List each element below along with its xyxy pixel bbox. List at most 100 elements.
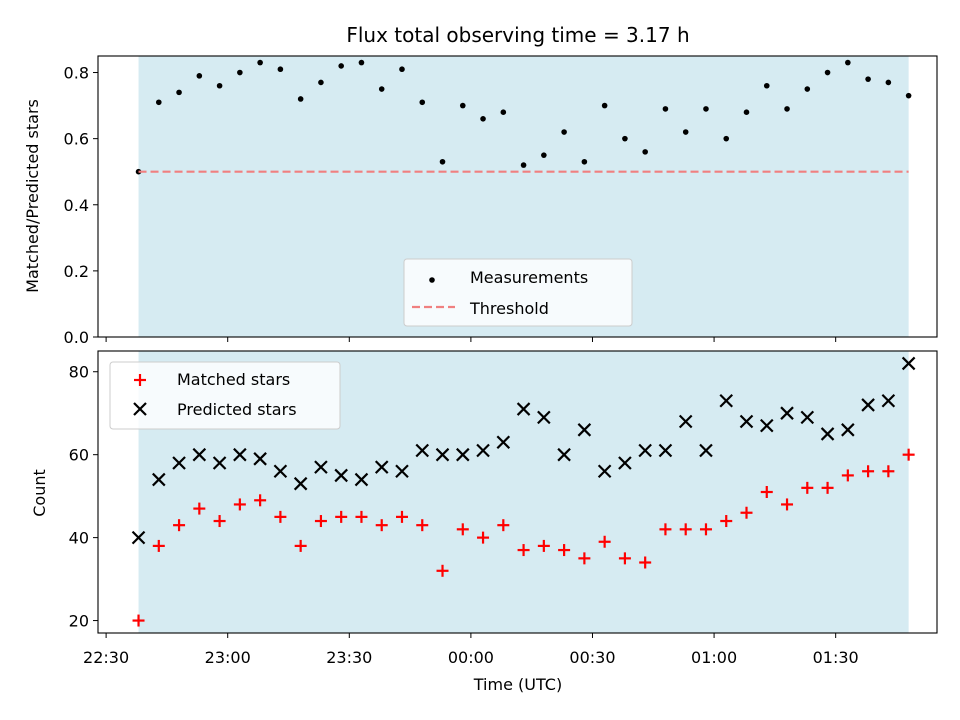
top-legend: Measurements Threshold <box>403 258 633 327</box>
predicted-stars-point <box>901 356 916 371</box>
matched-stars-point <box>841 469 854 482</box>
measurement-point <box>601 102 608 109</box>
predicted-stars-point <box>273 464 288 479</box>
measurement-point <box>662 106 669 112</box>
legend-label-matched: Matched stars <box>177 370 290 389</box>
measurement-point <box>743 109 750 115</box>
y-tick-label-1: 40 <box>69 529 89 548</box>
measurement-point <box>723 135 730 142</box>
matched-stars-point <box>639 556 652 569</box>
predicted-stars-point <box>537 410 551 425</box>
measurement-point <box>480 116 486 122</box>
predicted-stars-point <box>172 456 186 470</box>
matched-stars-point <box>699 523 712 536</box>
axes-frame-1 <box>97 350 938 634</box>
x-tick-label: 00:00 <box>448 648 494 667</box>
measurement-point <box>885 79 892 86</box>
measurement-point <box>459 102 466 109</box>
top-plot-area: 0.0 0.2 0.4 0.6 0.8 <box>64 55 938 347</box>
measurement-point <box>865 76 871 82</box>
measurement-point <box>845 59 851 66</box>
y-tick-label-1: 60 <box>69 446 89 465</box>
matched-stars-point <box>679 523 692 536</box>
top-legend-box <box>403 258 633 327</box>
matched-stars-point <box>517 544 530 557</box>
legend-label-threshold: Threshold <box>469 299 549 318</box>
matched-stars-point <box>659 523 672 536</box>
legend-marker-matched <box>134 374 146 386</box>
x-tick-label: 23:00 <box>205 648 251 667</box>
matched-stars-point <box>801 481 814 494</box>
legend-marker-predicted <box>133 402 147 416</box>
measurement-point <box>581 158 588 165</box>
predicted-stars-point <box>354 472 369 487</box>
measurement-point <box>216 82 223 89</box>
predicted-stars-point <box>374 460 389 474</box>
predicted-stars-point <box>800 410 815 425</box>
predicted-stars-point <box>496 435 511 450</box>
predicted-stars-point <box>699 443 713 458</box>
predicted-stars-point <box>233 447 247 462</box>
measurement-point <box>338 63 344 69</box>
x-tick-label: 22:30 <box>83 648 129 667</box>
predicted-stars-point <box>415 443 430 458</box>
predicted-stars-point <box>212 456 227 470</box>
predicted-stars-point <box>476 443 490 458</box>
matched-stars-point <box>477 531 490 544</box>
matched-stars-point <box>314 515 327 528</box>
measurement-point <box>196 73 203 79</box>
y-tick-label-0: 0.4 <box>64 196 89 215</box>
predicted-stars-point <box>719 393 734 408</box>
matched-stars-point <box>558 544 571 557</box>
measurement-point <box>682 129 689 135</box>
y-tick-label-0: 0.6 <box>64 130 89 149</box>
measurement-point <box>297 96 304 102</box>
predicted-stars-point <box>658 443 673 458</box>
measurement-point <box>703 106 709 112</box>
matched-stars-point <box>618 552 631 565</box>
matched-stars-point <box>760 486 773 498</box>
predicted-stars-point <box>192 447 207 462</box>
matched-stars-point <box>598 535 611 548</box>
predicted-stars-point <box>780 406 794 420</box>
measurement-point <box>642 149 648 155</box>
y-tick-label-0: 0.2 <box>64 262 89 281</box>
predicted-stars-point <box>456 447 470 462</box>
matched-stars-point <box>537 539 550 552</box>
measurement-point <box>784 106 790 112</box>
predicted-stars-point <box>334 468 348 483</box>
measurement-point <box>237 69 243 76</box>
predicted-stars-point <box>759 418 774 433</box>
matched-stars-point <box>213 515 226 528</box>
top-panel: 0.0 0.2 0.4 0.6 0.8 Measurements Threshold M… <box>23 55 938 347</box>
measurement-point <box>905 92 912 99</box>
x-tick-label: 01:00 <box>691 648 737 667</box>
y-tick-label-1: 80 <box>69 363 89 382</box>
measurement-point <box>257 59 263 66</box>
predicted-stars-point <box>861 398 875 412</box>
predicted-stars-point <box>395 464 409 479</box>
x-tick-label: 23:30 <box>326 648 372 667</box>
matched-stars-point <box>902 448 915 461</box>
matched-stars-point <box>416 519 429 532</box>
bottom-legend-box <box>109 361 341 430</box>
matched-stars-point <box>395 510 408 523</box>
matched-stars-point <box>335 510 348 523</box>
measurement-point <box>378 86 385 92</box>
legend-label-measurements: Measurements <box>470 268 588 287</box>
measurement-point <box>419 99 426 106</box>
matched-stars-point <box>862 465 875 478</box>
measurement-point <box>439 158 446 165</box>
predicted-stars-point <box>820 427 835 441</box>
matched-stars-point <box>375 519 388 532</box>
measurement-point <box>176 89 182 96</box>
matched-stars-point <box>740 506 753 519</box>
measurement-point <box>277 66 284 73</box>
matched-stars-point <box>436 564 449 577</box>
measurement-point <box>622 135 628 142</box>
axes-frame-0 <box>97 55 938 338</box>
predicted-stars-point <box>557 447 571 462</box>
predicted-stars-point <box>435 447 450 462</box>
predicted-stars-point <box>577 423 592 437</box>
